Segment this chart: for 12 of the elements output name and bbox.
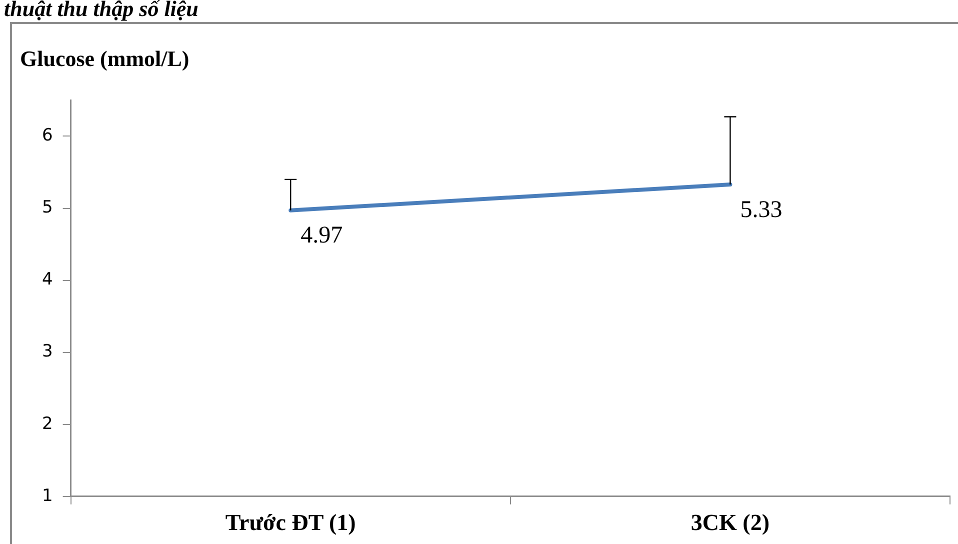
y-tick-label: 2: [42, 414, 53, 434]
y-tick-label: 1: [42, 486, 53, 506]
data-label: 4.97: [300, 222, 343, 249]
y-tick-label: 6: [42, 126, 53, 146]
y-tick-label: 3: [42, 342, 53, 362]
x-tick-label: 3CK (2): [690, 510, 770, 536]
y-axis-title: Glucose (mmol/L): [20, 46, 190, 72]
x-tick-label: Trước ĐT (1): [225, 510, 356, 536]
y-tick-label: 5: [42, 198, 53, 218]
data-label: 5.33: [740, 196, 782, 223]
y-tick-label: 4: [42, 270, 53, 290]
text: thuật thu thập số liệu: [4, 0, 198, 22]
